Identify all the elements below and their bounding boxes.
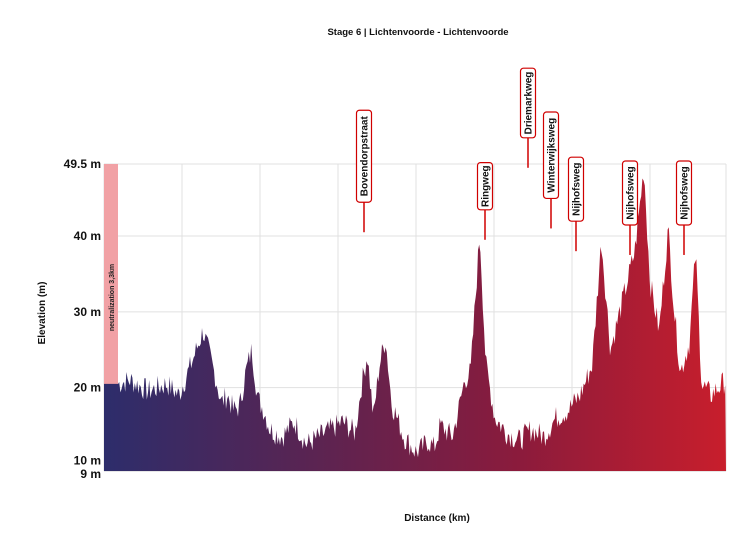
climb-name: Ringweg (481, 165, 492, 207)
y-tick-label: 49.5 m (64, 157, 101, 171)
climb-label-box (476, 162, 494, 211)
climb-label-box (355, 109, 373, 203)
climb-name: Bovendorpstraat (360, 116, 371, 197)
climb-marker: Nijhofsweg (567, 156, 585, 252)
climb-label-box (567, 156, 585, 222)
y-tick-label: 40 m (74, 229, 101, 243)
climb-name: Driemarkweg (524, 72, 535, 135)
climb-marker: Winterwijksweg (542, 111, 560, 229)
y-axis-label: Elevation (m) (37, 282, 48, 345)
climb-marker: Nijhofsweg (675, 160, 693, 255)
y-tick-label: 20 m (74, 381, 101, 395)
neutralization-label: neutralization 3,3km (109, 264, 116, 331)
climb-name: Nijhofsweg (680, 166, 691, 219)
x-axis-label: Distance (km) (404, 513, 470, 524)
climb-markers: Bovendorpstraat Ringweg Driemarkweg Winterw… (355, 67, 693, 255)
climb-label-box (621, 160, 639, 226)
climb-name: Nijhofsweg (626, 166, 637, 219)
elevation-profile (104, 178, 726, 471)
climb-name: Winterwijksweg (547, 118, 558, 193)
climb-marker: Ringweg (476, 162, 494, 240)
y-tick-label: 30 m (74, 305, 101, 319)
y-axis-ticks: 49.5 m 40 m 30 m 20 m 10 m9 m (64, 157, 101, 481)
climb-label-box (675, 160, 693, 226)
y-tick-label: 9 m (80, 467, 101, 481)
climb-marker: Driemarkweg (519, 67, 537, 168)
climb-marker: Nijhofsweg (621, 160, 639, 255)
climb-label-box (542, 111, 560, 200)
climb-label-box (519, 67, 537, 139)
y-tick-label: 10 m (74, 453, 101, 467)
climb-marker: Bovendorpstraat (355, 109, 373, 233)
climb-name: Nijhofsweg (572, 163, 583, 216)
chart-title: Stage 6 | Lichtenvoorde - Lichtenvoorde (327, 27, 508, 38)
